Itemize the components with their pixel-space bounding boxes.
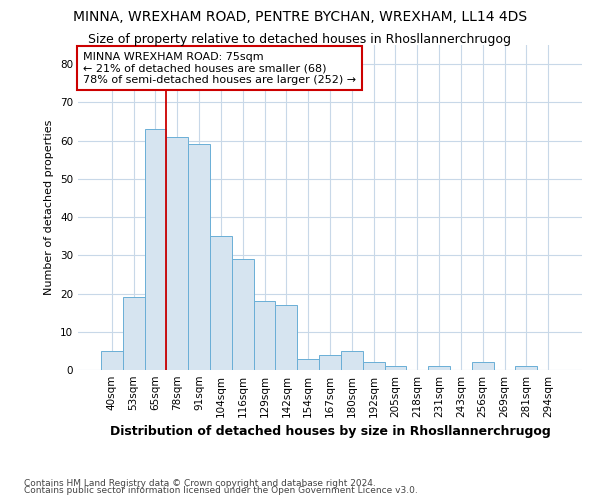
Bar [232, 259, 254, 370]
Bar [275, 305, 297, 370]
Text: MINNA, WREXHAM ROAD, PENTRE BYCHAN, WREXHAM, LL14 4DS: MINNA, WREXHAM ROAD, PENTRE BYCHAN, WREX… [73, 10, 527, 24]
Bar [341, 351, 363, 370]
Bar [515, 366, 537, 370]
Bar [210, 236, 232, 370]
Y-axis label: Number of detached properties: Number of detached properties [44, 120, 55, 295]
Bar [188, 144, 210, 370]
Bar [101, 351, 123, 370]
Bar [472, 362, 494, 370]
Bar [319, 354, 341, 370]
Bar [254, 301, 275, 370]
Bar [428, 366, 450, 370]
Text: Contains public sector information licensed under the Open Government Licence v3: Contains public sector information licen… [24, 486, 418, 495]
Bar [166, 137, 188, 370]
Bar [123, 298, 145, 370]
Bar [363, 362, 385, 370]
Text: Size of property relative to detached houses in Rhosllannerchrugog: Size of property relative to detached ho… [89, 32, 511, 46]
Text: Contains HM Land Registry data © Crown copyright and database right 2024.: Contains HM Land Registry data © Crown c… [24, 478, 376, 488]
Bar [297, 358, 319, 370]
X-axis label: Distribution of detached houses by size in Rhosllannerchrugog: Distribution of detached houses by size … [110, 426, 550, 438]
Bar [385, 366, 406, 370]
Text: MINNA WREXHAM ROAD: 75sqm
← 21% of detached houses are smaller (68)
78% of semi-: MINNA WREXHAM ROAD: 75sqm ← 21% of detac… [83, 52, 356, 84]
Bar [145, 129, 166, 370]
